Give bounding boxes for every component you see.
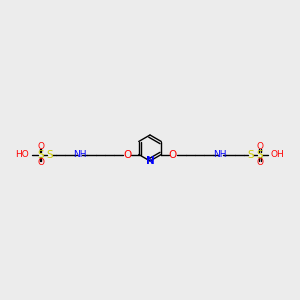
Text: O: O [256,158,264,167]
Text: OH: OH [271,150,284,159]
Text: S: S [256,149,263,160]
Text: HO: HO [16,150,29,159]
Text: O: O [37,142,44,151]
Text: S: S [37,149,44,160]
Text: O: O [168,149,176,160]
Text: NH: NH [73,150,86,159]
Text: O: O [124,149,132,160]
Text: O: O [37,158,44,167]
Text: NH: NH [214,150,227,159]
Text: S: S [46,149,52,160]
Text: N: N [146,156,154,166]
Text: O: O [256,142,264,151]
Text: S: S [248,149,254,160]
